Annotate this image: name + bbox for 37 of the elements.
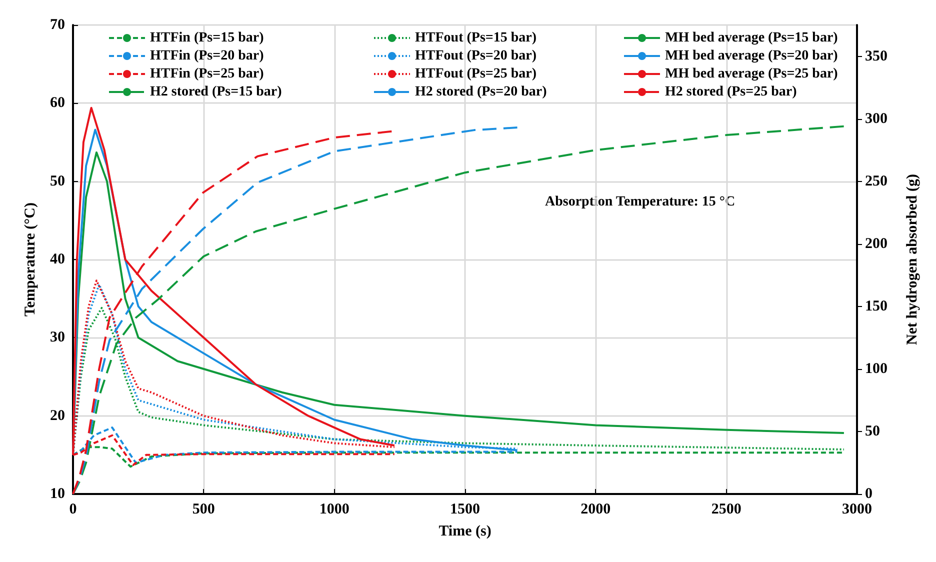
y2-tick-label: 50 [865, 423, 880, 440]
legend-label: HTFout (Ps=25 bar) [415, 66, 537, 82]
x-tick-label: 2500 [711, 502, 742, 518]
x-tick-label: 500 [192, 502, 215, 518]
legend-label: MH bed average (Ps=25 bar) [665, 66, 838, 82]
legend-label: HTFout (Ps=15 bar) [415, 30, 537, 46]
legend-label: HTFin (Ps=20 bar) [150, 48, 264, 64]
y-tick-label: 30 [50, 330, 65, 346]
y2-tick-label: 300 [865, 110, 888, 127]
y2-tick-label: 250 [865, 173, 888, 190]
y2-tick-label: 350 [865, 48, 888, 64]
legend-label: HTFin (Ps=25 bar) [150, 66, 264, 82]
y2-axis-title: Net hydrogen absorbed (g) [904, 174, 920, 345]
x-tick-label: 1500 [450, 502, 480, 518]
y-tick-label: 70 [50, 17, 65, 33]
legend-label: H2 stored (Ps=15 bar) [150, 84, 282, 100]
legend-label: H2 stored (Ps=25 bar) [665, 84, 798, 100]
y2-tick-label: 150 [865, 298, 888, 314]
legend-label: H2 stored (Ps=20 bar) [415, 84, 548, 100]
x-tick-label: 2000 [580, 502, 611, 518]
x-tick-label: 0 [69, 502, 77, 518]
y2-tick-label: 100 [865, 360, 888, 377]
y-axis-title: Temperature (°C) [22, 202, 38, 316]
y-tick-label: 40 [50, 252, 65, 268]
y-tick-label: 10 [50, 486, 65, 502]
y2-tick-label: 0 [865, 486, 872, 502]
y-tick-label: 20 [50, 408, 65, 424]
y2-tick-label: 200 [865, 236, 888, 252]
legend-label: MH bed average (Ps=15 bar) [665, 30, 838, 46]
x-tick-label: 3000 [842, 502, 872, 518]
y-tick-label: 60 [50, 95, 65, 112]
legend-label: HTFout (Ps=20 bar) [415, 48, 537, 64]
legend-label: HTFin (Ps=15 bar) [150, 30, 264, 46]
y-tick-label: 50 [50, 173, 65, 190]
x-tick-label: 1000 [319, 502, 350, 518]
x-axis-title: Time (s) [438, 524, 492, 540]
legend-label: MH bed average (Ps=20 bar) [665, 48, 838, 64]
